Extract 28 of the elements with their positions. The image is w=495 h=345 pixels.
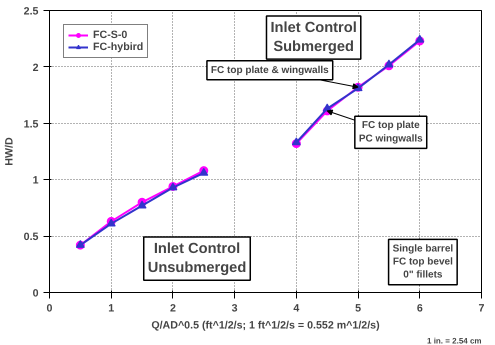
- annotation: Inlet Control Unsubmerged: [148, 241, 246, 276]
- y-tick-label: 2.5: [24, 6, 39, 18]
- y-tick-label: 0.5: [24, 231, 39, 244]
- x-axis-title: Q/AD^0.5 (ft^1/2/s; 1 ft^1/2/s = 0.552 m^1/2/s): [151, 320, 380, 332]
- y-axis-title: HW/D: [4, 136, 16, 166]
- x-tick-label: 1: [108, 302, 114, 314]
- annotation: Inlet Control Submerged: [270, 20, 357, 56]
- y-tick-label: 1: [32, 174, 39, 187]
- legend-label: FC-hybird: [93, 41, 144, 53]
- x-tick-label: 5: [355, 302, 362, 314]
- x-tick-label: 6: [416, 302, 423, 314]
- y-tick-label: 2: [32, 62, 39, 74]
- annotation: FC top plate & wingwalls: [210, 64, 330, 76]
- y-tick-label: 1.5: [24, 118, 39, 130]
- point: [292, 137, 301, 146]
- x-tick-label: 3: [232, 302, 238, 314]
- x-tick-label: 4: [293, 302, 300, 314]
- point: [138, 200, 147, 208]
- x-tick-label: 2: [170, 302, 176, 314]
- y-tick-label: 0: [32, 288, 39, 300]
- point: [415, 34, 424, 43]
- point: [384, 60, 394, 68]
- x-tick-label: 7: [478, 302, 485, 314]
- text: 1 in. = 2.54 cm: [427, 336, 482, 345]
- x-tick-label: 0: [46, 302, 53, 314]
- annotation: FC top plate PC wingwalls: [358, 120, 424, 144]
- annotation: Single barrel FC top bevel 0" fillets: [392, 243, 454, 281]
- legend-label: FC-S-0: [93, 29, 128, 41]
